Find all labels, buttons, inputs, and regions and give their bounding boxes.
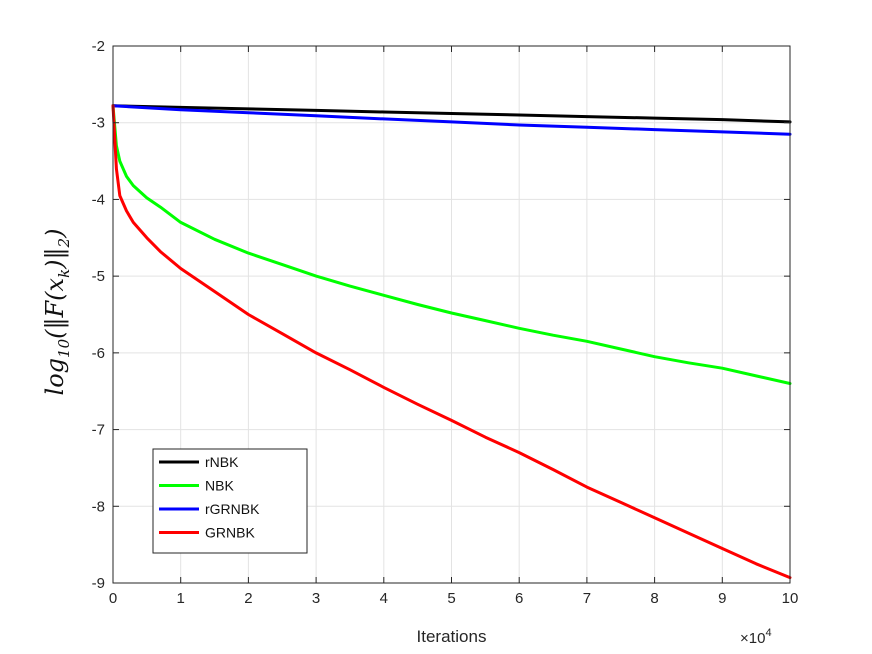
y-tick-label: -5 <box>92 268 105 285</box>
legend: rNBK NBK rGRNBK GRNBK <box>152 448 308 554</box>
series-line-grnbk <box>111 104 792 580</box>
x-tick-label: 7 <box>583 590 591 607</box>
x-axis-multiplier-exponent: 4 <box>765 627 771 639</box>
axis-ticks: 0 1 2 3 4 5 6 7 8 9 10 -2 -3 -4 -5 -6 -7 -8 -9 <box>92 38 799 607</box>
x-tick-label: 10 <box>782 590 799 607</box>
x-tick-label: 3 <box>312 590 320 607</box>
x-tick-label: 5 <box>447 590 455 607</box>
x-tick-label: 2 <box>244 590 252 607</box>
x-tick-label: 6 <box>515 590 523 607</box>
x-tick-label: 8 <box>650 590 658 607</box>
y-tick-label: -8 <box>92 498 105 515</box>
legend-label-grnbk: GRNBK <box>205 525 255 541</box>
legend-label-rnbk: rNBK <box>205 454 239 470</box>
x-tick-label: 0 <box>109 590 117 607</box>
y-tick-label: -3 <box>92 115 105 132</box>
y-tick-label: -7 <box>92 422 105 439</box>
y-axis-label: log10(‖F(xk)‖2) <box>41 229 73 396</box>
series-line-nbk <box>111 104 792 385</box>
x-tick-label: 4 <box>380 590 388 607</box>
y-tick-label: -4 <box>92 191 105 208</box>
x-axis-label: Iterations <box>417 627 487 646</box>
legend-label-nbk: NBK <box>205 478 234 494</box>
series-line-rgrnbk <box>111 104 792 136</box>
y-tick-label: -9 <box>92 575 105 592</box>
legend-box <box>152 448 308 554</box>
data-series <box>111 104 792 580</box>
x-tick-label: 1 <box>177 590 185 607</box>
x-axis-multiplier-base: ×10 <box>740 630 765 647</box>
y-tick-label: -6 <box>92 345 105 362</box>
x-tick-label: 9 <box>718 590 726 607</box>
x-axis-multiplier: ×104 <box>740 627 772 647</box>
series-line-rnbk <box>111 104 792 124</box>
legend-label-rgrnbk: rGRNBK <box>205 501 260 517</box>
y-tick-label: -2 <box>92 38 105 55</box>
